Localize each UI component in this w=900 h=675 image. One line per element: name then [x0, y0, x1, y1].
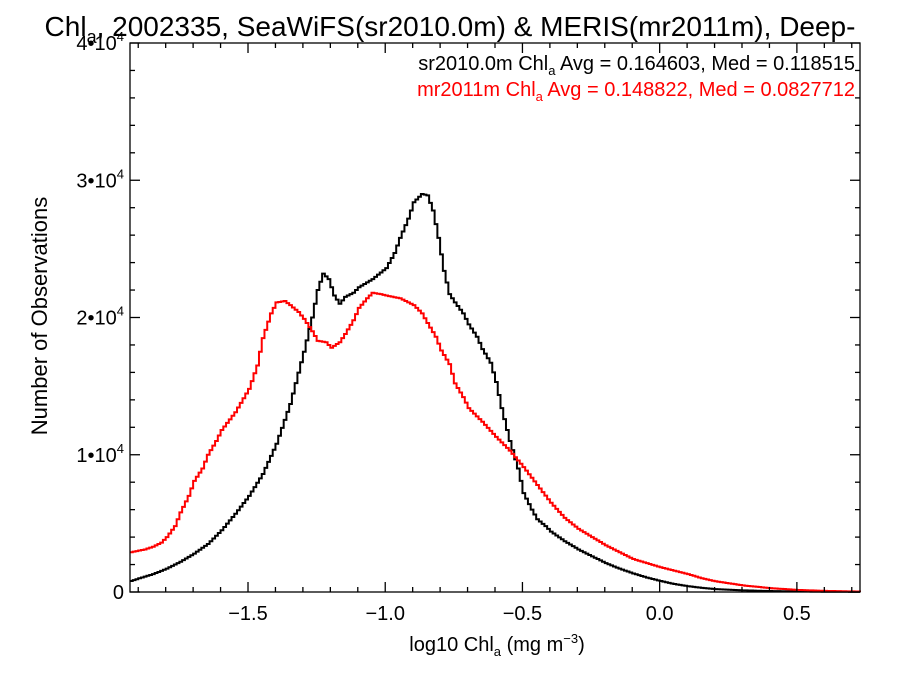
y-tick-label: 3•104 — [76, 166, 124, 192]
y-tick-label: 1•104 — [76, 441, 124, 467]
series-line-sr2010.0m — [130, 192, 861, 593]
y-tick-label: 0 — [113, 582, 124, 604]
series-layer — [130, 192, 861, 593]
y-axis-label: Number of Observations — [27, 197, 52, 435]
y-tick-label: 4•104 — [76, 29, 124, 55]
legend-entry-mr2011: mr2011m Chla Avg = 0.148822, Med = 0.082… — [417, 79, 855, 104]
x-tick-label: −1.5 — [228, 603, 267, 625]
chart-title: Chla, 2002335, SeaWiFS(sr2010.0m) & MERI… — [45, 11, 856, 47]
x-tick-label: −1.0 — [365, 603, 404, 625]
x-tick-label: −0.5 — [503, 603, 542, 625]
x-tick-label: 0.0 — [646, 603, 674, 625]
y-tick-label: 2•104 — [76, 304, 124, 330]
plot-frame — [129, 42, 861, 593]
legend-entry-sr2010: sr2010.0m Chla Avg = 0.164603, Med = 0.1… — [418, 53, 855, 78]
x-axis-label: log10 Chla (mg m−3) — [409, 631, 584, 659]
axis-ticks: −1.5 −1.0 −0.5 0.0 0.5 0 1•104 2•104 3•104 4•104 — [76, 29, 860, 625]
series-line-mr2011m — [130, 291, 861, 593]
x-tick-label: 0.5 — [783, 603, 811, 625]
